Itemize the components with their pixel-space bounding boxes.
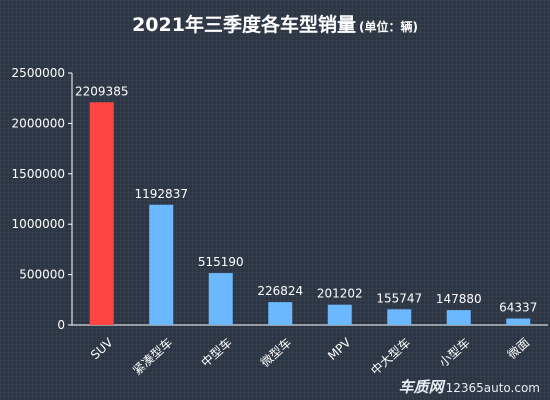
watermark: 车质网 12365auto.com [399,376,540,397]
bar-微面 [506,318,531,325]
data-label: 64337 [499,301,537,315]
y-tick-label: 500000 [19,268,65,282]
chart-subtitle: (单位：辆) [358,20,418,34]
bar-中大型车 [387,309,412,325]
watermark-url: 12365auto.com [445,381,540,395]
x-tick-label: 中型车 [198,335,235,370]
bar-中型车 [208,273,233,325]
data-label: 1192837 [135,187,188,201]
bar-小型车 [446,310,471,325]
x-tick-label: 中大型车 [367,335,413,378]
bar-MPV [327,304,352,325]
data-label: 515190 [198,255,244,269]
y-tick-label: 0 [57,318,65,332]
y-tick-label: 1000000 [12,217,65,231]
data-label: 201202 [317,287,363,301]
x-tick-label: 微型车 [257,335,294,370]
x-tick-label: 微面 [505,335,532,361]
y-tick-label: 2000000 [12,116,65,130]
data-label: 2209385 [75,84,128,98]
x-tick-label: SUV [88,335,116,362]
chart-title: 2021年三季度各车型销量 [132,14,356,36]
data-label: 155747 [376,291,422,305]
x-tick-label: 紧凑型车 [129,335,175,378]
data-label: 147880 [436,292,482,306]
x-tick-label: 小型车 [436,335,473,370]
chart-title-block: 2021年三季度各车型销量 (单位：辆) [0,10,550,37]
y-tick-label: 2500000 [12,66,65,80]
data-label: 226824 [257,284,303,298]
bar-紧凑型车 [149,204,174,325]
bar-微型车 [268,302,293,325]
y-tick-label: 1500000 [12,167,65,181]
x-tick-label: MPV [325,335,354,363]
bar-SUV [89,102,114,325]
watermark-brand: 车质网 [398,378,444,396]
